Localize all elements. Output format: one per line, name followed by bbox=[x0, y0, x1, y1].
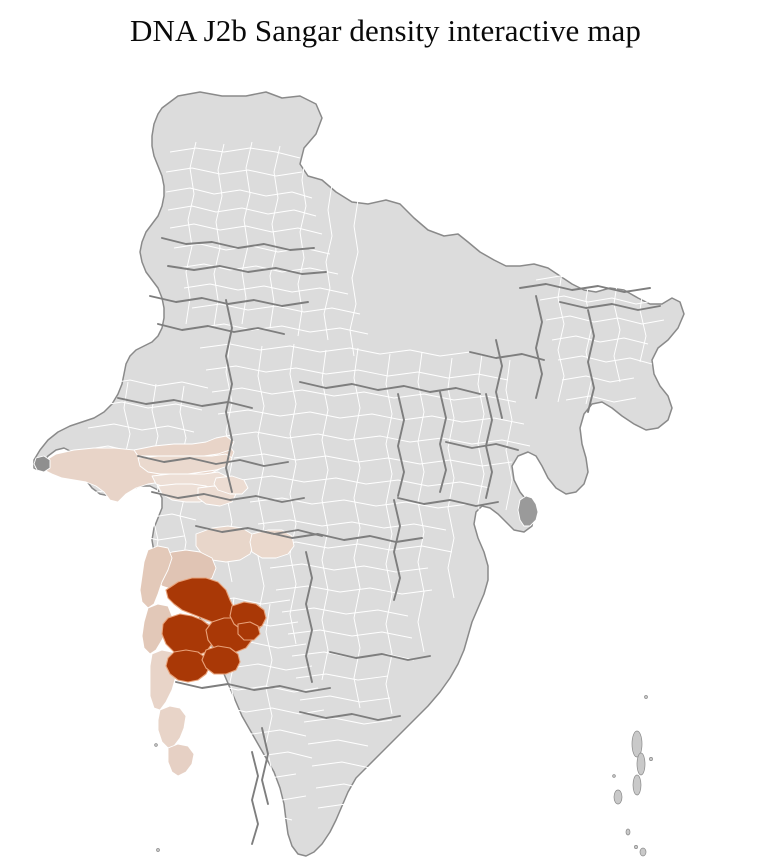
district-latur-spur[interactable] bbox=[237, 621, 261, 641]
map-canvas[interactable] bbox=[0, 52, 771, 867]
district-patan[interactable] bbox=[137, 453, 233, 475]
district-raigad[interactable] bbox=[141, 603, 173, 655]
island-outlier-w bbox=[612, 774, 616, 778]
page-title: DNA J2b Sangar density interactive map bbox=[130, 13, 641, 48]
island-north-andaman bbox=[631, 730, 643, 758]
island-outlier-ne bbox=[644, 695, 648, 699]
district-beed[interactable] bbox=[229, 601, 267, 631]
district-sindhudurg[interactable] bbox=[157, 705, 187, 749]
india-district-map[interactable] bbox=[0, 52, 771, 867]
state-boundaries bbox=[117, 237, 661, 845]
district-satara[interactable] bbox=[165, 649, 211, 683]
island-car-nicobar bbox=[613, 789, 623, 805]
andaman-nicobar-islands[interactable] bbox=[154, 695, 653, 857]
choropleth-layer[interactable] bbox=[33, 435, 539, 777]
island-south-andaman bbox=[632, 774, 642, 796]
island-lakshadweep-s bbox=[156, 848, 160, 852]
island-great-nicobar bbox=[639, 847, 647, 857]
island-lakshadweep-n bbox=[154, 743, 158, 747]
district-goa[interactable] bbox=[167, 743, 195, 777]
district-thane-palghar[interactable] bbox=[139, 545, 173, 609]
island-outlier-s bbox=[634, 845, 638, 849]
island-outlier-e bbox=[649, 757, 653, 761]
island-nicobar-mid bbox=[625, 828, 631, 836]
district-jalgaon[interactable] bbox=[249, 529, 295, 559]
district-diu[interactable] bbox=[33, 455, 51, 473]
district-osmanabad[interactable] bbox=[201, 645, 241, 675]
district-sundarbans[interactable] bbox=[517, 495, 539, 527]
island-middle-andaman bbox=[636, 752, 646, 776]
